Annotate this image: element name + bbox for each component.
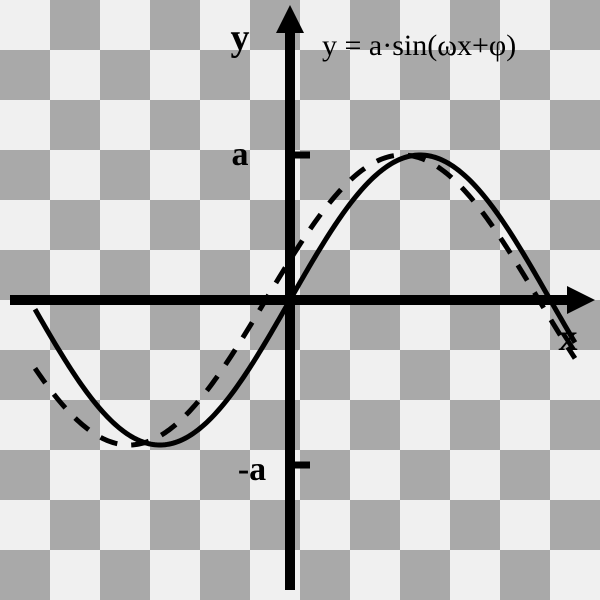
amplitude-minus-a-label: -a (238, 451, 266, 488)
sine-function-plot: y x y = a·sin(ωx+φ) a -a (0, 0, 600, 600)
equation-label: y = a·sin(ωx+φ) (322, 29, 516, 62)
y-axis-label: y (231, 17, 250, 59)
x-axis-arrow-icon (567, 286, 595, 314)
y-axis-arrow-icon (276, 5, 304, 33)
amplitude-a-label: a (232, 136, 249, 173)
x-axis-label: x (559, 317, 578, 359)
